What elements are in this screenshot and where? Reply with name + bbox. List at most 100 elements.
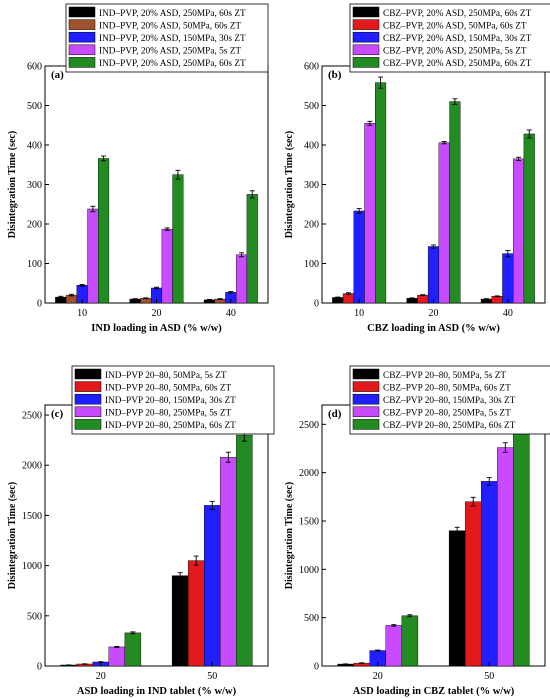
legend-swatch <box>68 6 96 18</box>
y-tick-label: 2000 <box>299 468 319 479</box>
bar-b-s2-c0 <box>353 210 365 304</box>
legend-c: IND–PVP 20–80, 50MPa, 5s ZT IND–PVP 20–80… <box>71 365 275 435</box>
legend-swatch <box>352 419 380 430</box>
bar-b-s4-c2 <box>523 133 535 304</box>
legend-swatch <box>74 419 102 430</box>
legend-label: IND–PVP, 20% ASD, 50MPa, 60s ZT <box>99 21 241 31</box>
y-tick-label: 300 <box>304 180 319 191</box>
x-tick-label: 50 <box>484 671 494 682</box>
legend-box <box>71 365 275 435</box>
bar-a-s4-c1 <box>172 174 184 304</box>
panel-label: (b) <box>328 69 342 81</box>
bar-c-s1-c1 <box>187 560 205 667</box>
x-tick-label: 10 <box>77 308 87 319</box>
y-tick-label: 500 <box>27 101 42 112</box>
panel-label: (c) <box>51 408 64 420</box>
legend-swatch <box>68 19 96 30</box>
panel-label: (a) <box>51 69 64 81</box>
legend-label: IND–PVP 20–80, 50MPa, 60s ZT <box>105 383 232 393</box>
y-tick-label: 200 <box>304 220 319 231</box>
legend-swatch <box>352 406 380 418</box>
y-tick-label: 100 <box>27 259 42 270</box>
bar-d-s4-c1 <box>513 420 530 667</box>
y-tick-label: 500 <box>304 613 319 624</box>
y-tick-label: 200 <box>27 220 42 231</box>
y-tick-label: 0 <box>314 299 319 310</box>
bar-c-s0-c1 <box>171 575 189 667</box>
legend-swatch <box>352 31 380 43</box>
bar-a-s4-c2 <box>246 194 258 304</box>
legend-swatch <box>74 406 102 418</box>
legend-swatch <box>68 57 96 68</box>
bar-c-s4-c0 <box>124 632 142 667</box>
legend-label: IND–PVP 20–80, 150MPa, 30s ZT <box>105 396 236 406</box>
x-axis-label: CBZ loading in ASD (% w/w) <box>367 323 500 334</box>
bar-a-s3-c1 <box>161 228 173 304</box>
chart-panel-c: 0 500 1000 1500 2000 2500 20 50 ASD loading in I… <box>7 365 275 697</box>
legend-swatch <box>352 393 380 405</box>
legend-swatch <box>74 381 102 392</box>
legend-a: IND–PVP, 20% ASD, 250MPa, 60s ZT IND–PVP,… <box>65 3 269 73</box>
x-axis-label: ASD loading in IND tablet (% w/w) <box>77 686 237 697</box>
y-axis-label: Disintegration Time (sec) <box>284 131 295 238</box>
panel-label: (d) <box>328 408 342 420</box>
legend-swatch <box>352 381 380 392</box>
legend-swatch <box>74 393 102 405</box>
legend-label: CBZ–PVP 20–80, 250MPa, 60s ZT <box>383 421 516 431</box>
y-tick-label: 600 <box>27 62 42 73</box>
chart-panel-a: 0 100 200 300 400 500 600 10 20 40 IND loading in … <box>7 3 269 334</box>
y-tick-label: 0 <box>314 662 319 673</box>
legend-d: CBZ–PVP 20–80, 50MPa, 5s ZT CBZ–PVP 20–80… <box>349 365 550 435</box>
bar-a-s3-c2 <box>235 254 248 304</box>
bar-c-s4-c1 <box>236 434 253 667</box>
bar-b-s3-c0 <box>364 123 376 304</box>
y-axis-label: Disintegration Time (sec) <box>7 482 18 589</box>
legend-swatch <box>74 368 102 380</box>
legend-label: CBZ–PVP 20–80, 50MPa, 60s ZT <box>383 383 511 393</box>
x-axis-label: IND loading in ASD (% w/w) <box>91 323 222 334</box>
y-axis-label: Disintegration Time (sec) <box>7 131 18 238</box>
y-tick-label: 1500 <box>299 517 319 528</box>
bar-d-s3-c1 <box>497 447 514 667</box>
y-tick-label: 500 <box>304 101 319 112</box>
bar-c-s2-c1 <box>204 505 221 667</box>
x-axis-label: ASD loading in CBZ tablet (% w/w) <box>353 686 515 697</box>
y-tick-label: 400 <box>304 141 319 152</box>
legend-label: IND–PVP, 20% ASD, 150MPa, 30s ZT <box>99 34 246 44</box>
bar-b-s4-c1 <box>449 101 461 304</box>
y-tick-label: 500 <box>27 611 42 622</box>
x-tick-label: 20 <box>96 671 106 682</box>
x-tick-label: 20 <box>429 308 439 319</box>
y-tick-label: 2000 <box>22 461 42 472</box>
y-tick-label: 600 <box>304 62 319 73</box>
legend-label: IND–PVP 20–80, 250MPa, 60s ZT <box>105 421 236 431</box>
bar-b-s2-c2 <box>502 253 514 304</box>
y-tick-label: 400 <box>27 141 42 152</box>
legend-label: CBZ–PVP 20–80, 250MPa, 5s ZT <box>383 409 511 419</box>
y-tick-label: 300 <box>27 180 42 191</box>
legend-label: CBZ–PVP, 20% ASD, 250MPa, 60s ZT <box>383 59 532 69</box>
legend-swatch <box>68 31 96 43</box>
bar-b-s4-c0 <box>375 82 387 304</box>
bar-c-s3-c0 <box>108 646 126 667</box>
bar-a-s3-c0 <box>87 208 99 304</box>
legend-label: IND–PVP 20–80, 50MPa, 5s ZT <box>105 371 227 381</box>
bar-d-s0-c1 <box>448 530 466 667</box>
bar-b-s1-c0 <box>342 293 355 304</box>
legend-label: IND–PVP, 20% ASD, 250MPa, 5s ZT <box>99 47 241 57</box>
bar-b-s3-c2 <box>512 158 525 304</box>
x-tick-label: 20 <box>152 308 162 319</box>
legend-label: IND–PVP, 20% ASD, 250MPa, 60s ZT <box>99 59 246 69</box>
legend-label: CBZ–PVP, 20% ASD, 250MPa, 5s ZT <box>383 47 527 57</box>
plot-frame <box>44 65 269 304</box>
legend-label: CBZ–PVP 20–80, 150MPa, 30s ZT <box>383 396 516 406</box>
bar-b-s1-c1 <box>417 294 429 304</box>
bar-d-s4-c0 <box>401 615 419 667</box>
y-tick-label: 1000 <box>299 565 319 576</box>
y-tick-label: 0 <box>37 662 42 673</box>
legend-swatch <box>352 6 380 18</box>
x-tick-label: 40 <box>503 308 513 319</box>
chart-panel-d: 0 500 1000 1500 2000 2500 20 50 ASD loading in C… <box>284 365 550 697</box>
legend-b: CBZ–PVP, 20% ASD, 250MPa, 60s ZT CBZ–PVP,… <box>349 3 550 73</box>
